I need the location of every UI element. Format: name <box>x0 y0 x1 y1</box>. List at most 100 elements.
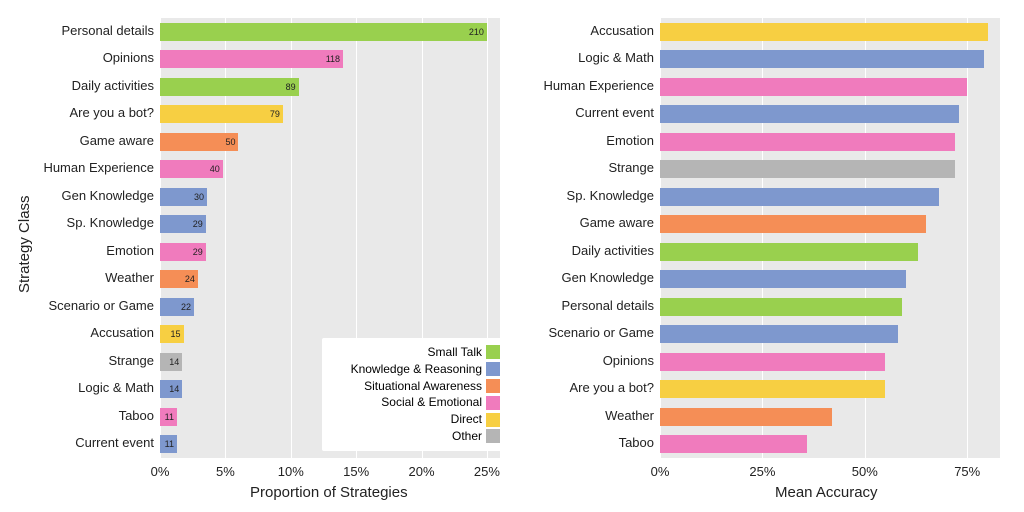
legend-item: Small Talk <box>330 344 500 361</box>
accuracy-chart <box>660 18 1000 458</box>
x-tick-label: 10% <box>278 464 304 479</box>
bar-value-label: 210 <box>469 27 484 37</box>
x-tick-label: 25% <box>474 464 500 479</box>
legend-swatch <box>486 396 500 410</box>
bar-value-label: 22 <box>181 302 191 312</box>
legend-item: Other <box>330 428 500 445</box>
bar-value-label: 40 <box>210 164 220 174</box>
x-tick-label: 20% <box>409 464 435 479</box>
y-category-label: Accusation <box>90 325 154 340</box>
bar-value-label: 14 <box>169 384 179 394</box>
y-category-label: Scenario or Game <box>549 325 655 340</box>
y-category-label: Logic & Math <box>578 50 654 65</box>
bar: 15 <box>160 325 184 343</box>
x-tick-label: 0% <box>151 464 170 479</box>
bar <box>660 215 926 233</box>
bar <box>660 243 918 261</box>
bar-value-label: 11 <box>165 412 174 422</box>
bar: 30 <box>160 188 207 206</box>
bar <box>660 270 906 288</box>
bar <box>660 298 902 316</box>
x-tick-label: 50% <box>852 464 878 479</box>
bar <box>660 50 984 68</box>
bar-value-label: 50 <box>225 137 235 147</box>
bar <box>660 78 967 96</box>
legend-swatch <box>486 362 500 376</box>
bar <box>660 435 807 453</box>
legend-label: Social & Emotional <box>381 394 482 411</box>
y-category-label: Daily activities <box>72 78 154 93</box>
y-category-label: Weather <box>605 408 654 423</box>
legend-swatch <box>486 345 500 359</box>
legend-swatch <box>486 429 500 443</box>
y-category-label: Emotion <box>606 133 654 148</box>
bar <box>660 380 885 398</box>
x-tick-label: 0% <box>651 464 670 479</box>
bar-value-label: 79 <box>270 109 280 119</box>
x-tick-label: 25% <box>749 464 775 479</box>
legend-item: Social & Emotional <box>330 394 500 411</box>
bar: 40 <box>160 160 223 178</box>
y-category-label: Emotion <box>106 243 154 258</box>
bar: 29 <box>160 215 206 233</box>
y-category-label: Taboo <box>619 435 654 450</box>
y-category-label: Are you a bot? <box>69 105 154 120</box>
y-category-label: Gen Knowledge <box>561 270 654 285</box>
bar-value-label: 30 <box>194 192 204 202</box>
bar <box>660 408 832 426</box>
bar <box>660 160 955 178</box>
legend-label: Other <box>452 428 482 445</box>
gridline <box>967 18 968 458</box>
bar <box>660 23 988 41</box>
bar-value-label: 29 <box>193 219 203 229</box>
bar <box>660 353 885 371</box>
y-category-label: Accusation <box>590 23 654 38</box>
bar <box>660 325 898 343</box>
bar <box>660 105 959 123</box>
bar: 210 <box>160 23 487 41</box>
bar-value-label: 89 <box>286 82 296 92</box>
bar-value-label: 11 <box>165 439 174 449</box>
legend-item: Situational Awareness <box>330 378 500 395</box>
legend-item: Knowledge & Reasoning <box>330 361 500 378</box>
bar <box>660 188 939 206</box>
y-category-label: Are you a bot? <box>569 380 654 395</box>
y-category-label: Game aware <box>580 215 654 230</box>
y-axis-title: Strategy Class <box>16 195 33 293</box>
legend-label: Small Talk <box>428 344 482 361</box>
bar: 14 <box>160 380 182 398</box>
bar <box>660 133 955 151</box>
bar: 79 <box>160 105 283 123</box>
x-axis-title-left: Proportion of Strategies <box>250 484 408 501</box>
bar: 118 <box>160 50 343 68</box>
y-category-label: Opinions <box>603 353 654 368</box>
y-category-label: Sp. Knowledge <box>67 215 154 230</box>
bar-value-label: 24 <box>185 274 195 284</box>
bar: 50 <box>160 133 238 151</box>
legend-label: Direct <box>451 411 482 428</box>
bar: 11 <box>160 408 177 426</box>
y-category-label: Gen Knowledge <box>61 188 154 203</box>
bar: 89 <box>160 78 299 96</box>
y-category-label: Personal details <box>562 298 655 313</box>
y-category-label: Scenario or Game <box>49 298 155 313</box>
x-tick-label: 15% <box>343 464 369 479</box>
legend-label: Situational Awareness <box>364 378 482 395</box>
bar: 14 <box>160 353 182 371</box>
bar: 24 <box>160 270 198 288</box>
y-category-label: Current event <box>575 105 654 120</box>
y-category-label: Weather <box>105 270 154 285</box>
y-category-label: Strange <box>608 160 654 175</box>
legend-swatch <box>486 379 500 393</box>
y-category-label: Game aware <box>80 133 154 148</box>
y-category-label: Human Experience <box>43 160 154 175</box>
bar: 22 <box>160 298 194 316</box>
bar: 29 <box>160 243 206 261</box>
y-category-label: Current event <box>75 435 154 450</box>
legend: Small TalkKnowledge & ReasoningSituation… <box>322 338 508 451</box>
y-category-label: Taboo <box>119 408 154 423</box>
bar: 11 <box>160 435 177 453</box>
y-category-label: Daily activities <box>572 243 654 258</box>
x-axis-title-right: Mean Accuracy <box>775 484 878 501</box>
y-category-label: Logic & Math <box>78 380 154 395</box>
